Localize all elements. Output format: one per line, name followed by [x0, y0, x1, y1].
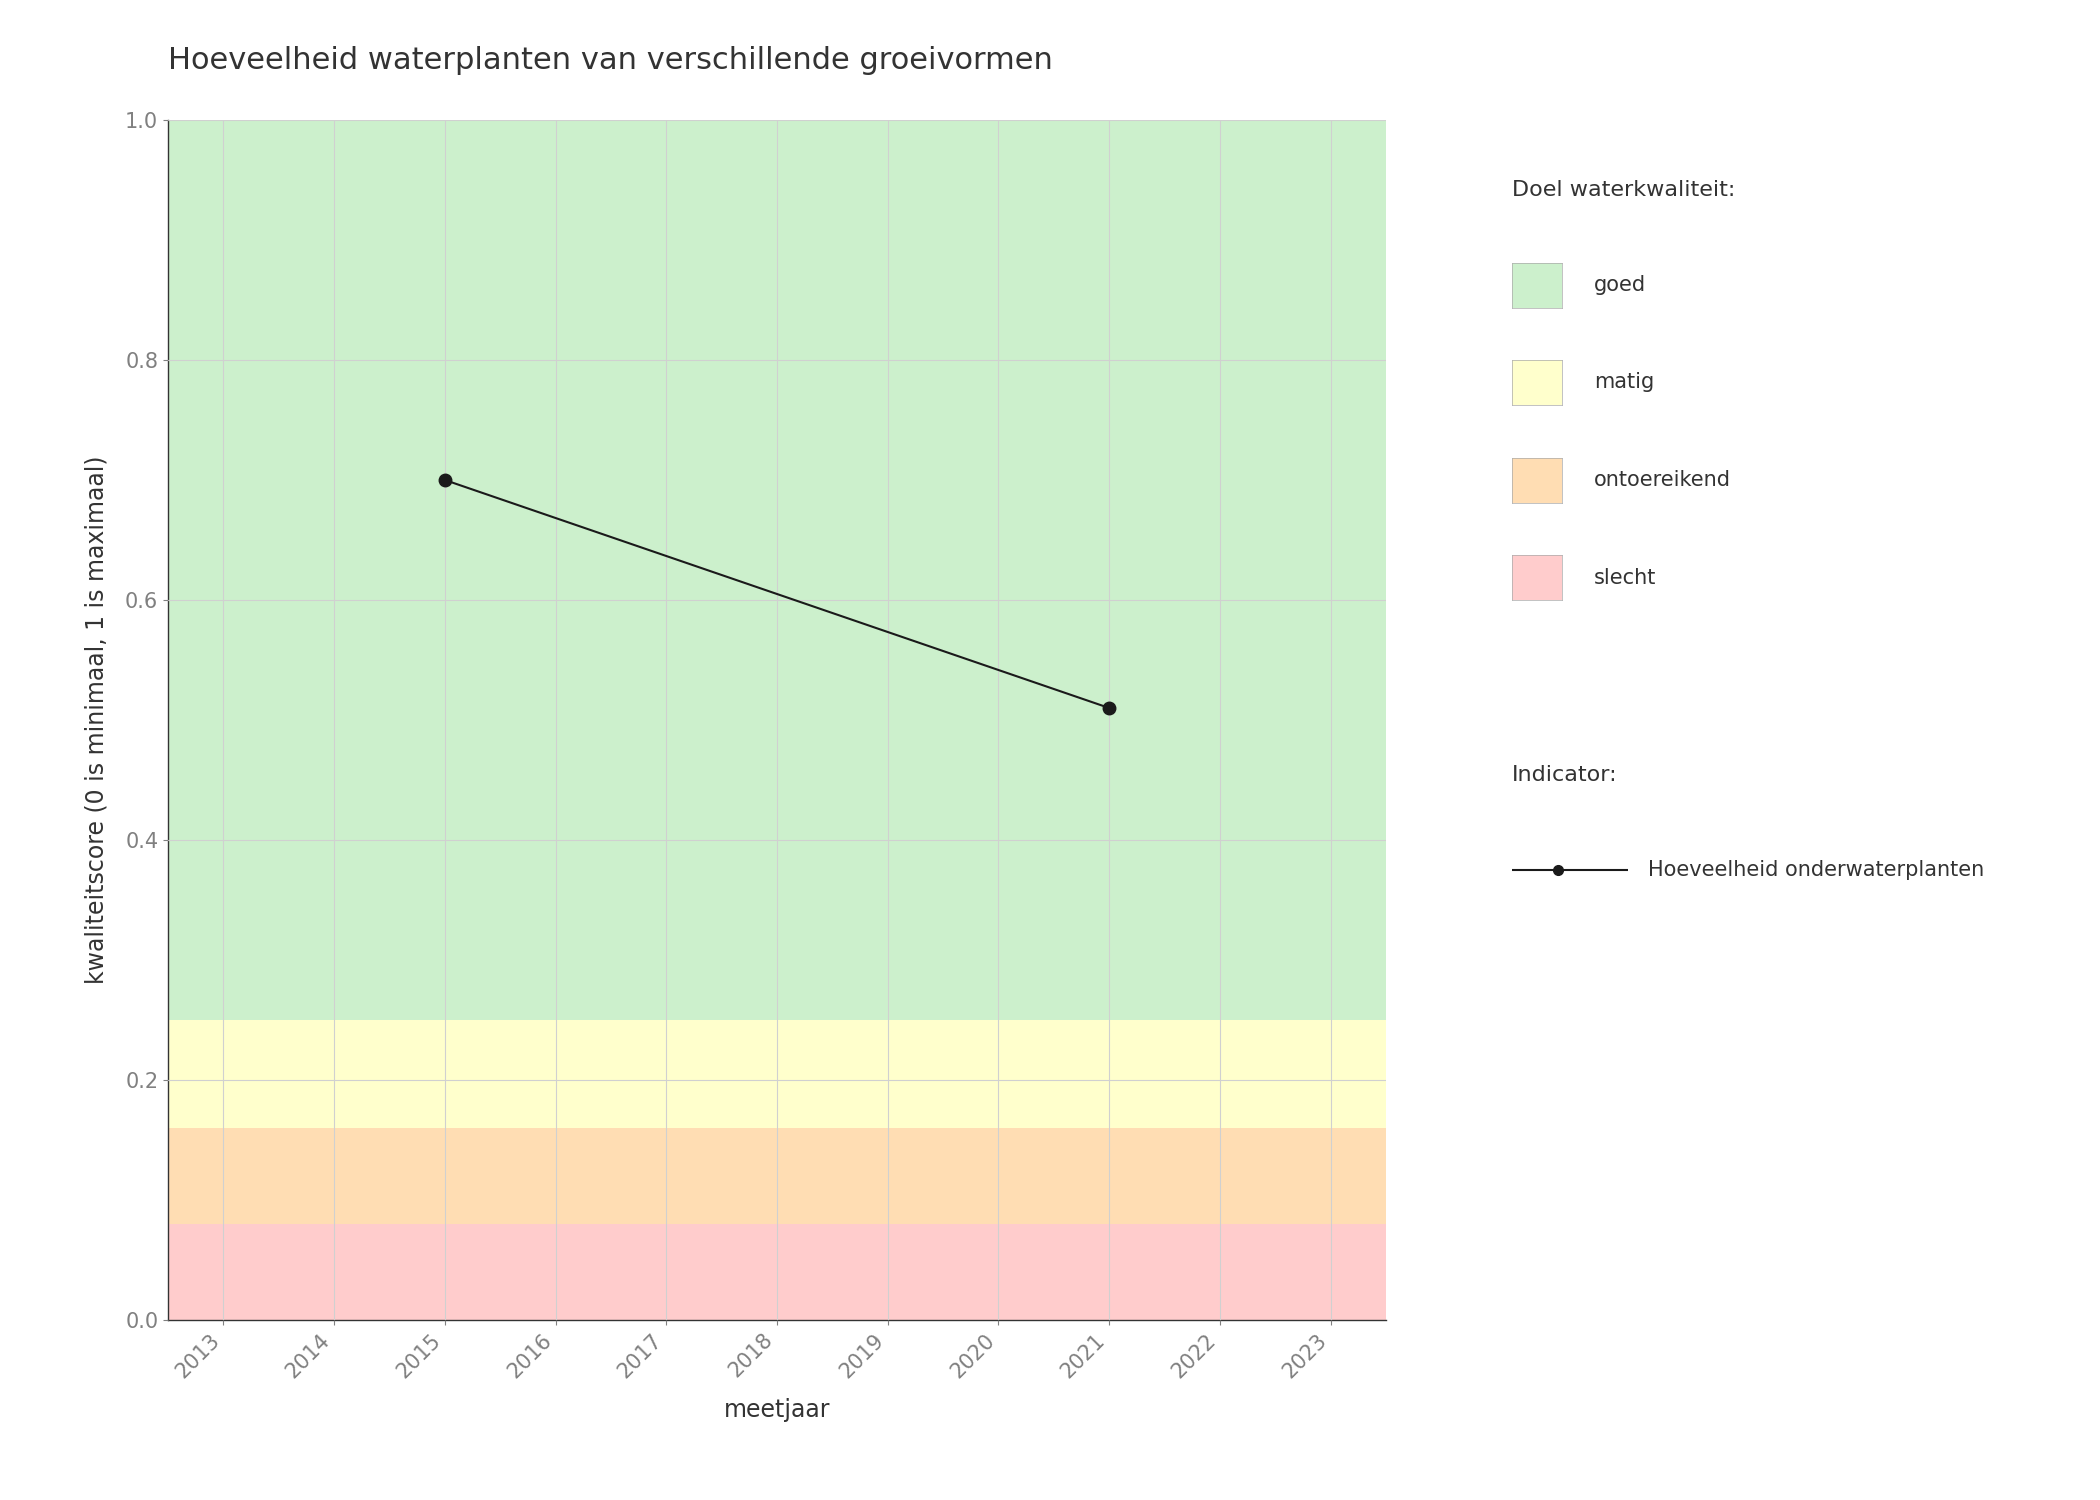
X-axis label: meetjaar: meetjaar: [724, 1398, 830, 1422]
Text: Doel waterkwaliteit:: Doel waterkwaliteit:: [1512, 180, 1735, 200]
Text: matig: matig: [1594, 372, 1655, 393]
Bar: [168, 1128, 1386, 1224]
Text: slecht: slecht: [1594, 567, 1657, 588]
Bar: [168, 120, 1386, 1020]
Text: Hoeveelheid waterplanten van verschillende groeivormen: Hoeveelheid waterplanten van verschillen…: [168, 46, 1052, 75]
Text: Hoeveelheid onderwaterplanten: Hoeveelheid onderwaterplanten: [1648, 859, 1984, 880]
Text: goed: goed: [1594, 274, 1646, 296]
Bar: [168, 1224, 1386, 1320]
Bar: [168, 1020, 1386, 1128]
Y-axis label: kwaliteitscore (0 is minimaal, 1 is maximaal): kwaliteitscore (0 is minimaal, 1 is maxi…: [84, 456, 109, 984]
Text: ontoereikend: ontoereikend: [1594, 470, 1730, 490]
Text: Indicator:: Indicator:: [1512, 765, 1617, 784]
